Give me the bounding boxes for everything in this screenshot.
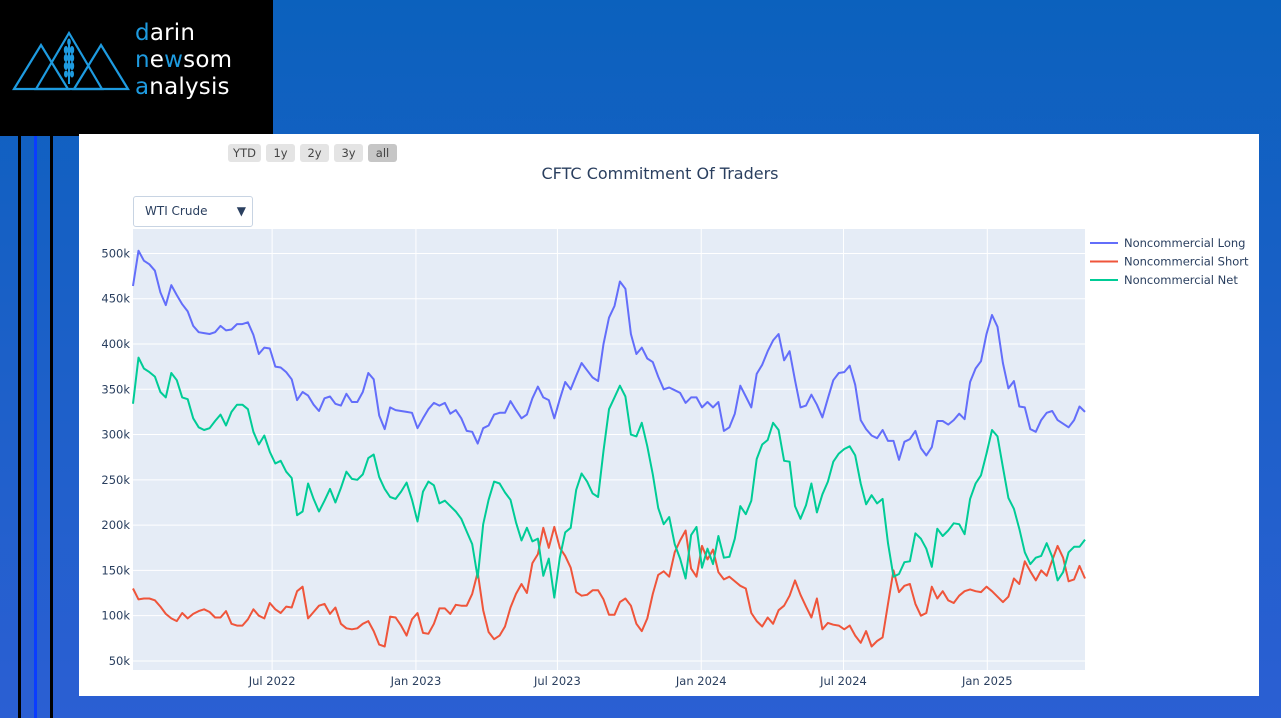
logo-letter: d (135, 20, 150, 46)
y-tick-label: 150k (101, 563, 130, 577)
y-tick-label: 250k (101, 473, 130, 487)
y-tick-label: 350k (101, 382, 130, 396)
chart-title: CFTC Commitment Of Traders (541, 164, 779, 183)
x-tick-label: Jan 2025 (961, 674, 1013, 688)
x-tick-label: Jan 2023 (390, 674, 442, 688)
decorative-bar (50, 136, 53, 718)
range-button-all[interactable]: all (368, 144, 397, 162)
range-button-1y[interactable]: 1y (266, 144, 295, 162)
triangle-down-icon: ▼ (236, 204, 246, 218)
series-line-noncommercial-long (132, 249, 1086, 461)
logo-letter: a (135, 74, 150, 100)
plot-background (133, 229, 1085, 670)
range-button-3y[interactable]: 3y (334, 144, 363, 162)
decorative-bar (34, 136, 37, 718)
y-tick-label: 300k (101, 428, 130, 442)
x-tick-label: Jul 2024 (819, 674, 867, 688)
logo-text: arin (149, 20, 196, 46)
logo-text: e (149, 47, 165, 73)
logo-text: nalysis (149, 74, 230, 100)
legend-item: Noncommercial Long (1124, 236, 1246, 250)
range-button-2y[interactable]: 2y (300, 144, 329, 162)
logo-letter: n (135, 47, 150, 73)
series-line-noncommercial-short (132, 525, 1086, 648)
decorative-bar (18, 136, 21, 718)
y-tick-label: 450k (101, 292, 130, 306)
y-tick-label: 400k (101, 337, 130, 351)
mountains-wheat-icon (12, 30, 130, 91)
logo-text: som (183, 47, 233, 73)
x-tick-label: Jan 2024 (675, 674, 727, 688)
x-tick-label: Jul 2022 (248, 674, 296, 688)
x-tick-label: Jul 2023 (533, 674, 581, 688)
legend-item: Noncommercial Short (1124, 255, 1249, 269)
y-tick-label: 200k (101, 518, 130, 532)
series-line-noncommercial-net (132, 356, 1086, 599)
logo-letter: w (164, 47, 184, 73)
commodity-dropdown[interactable]: WTI Crude ▼ (133, 196, 253, 227)
y-tick-label: 50k (109, 654, 131, 668)
y-tick-label: 100k (101, 609, 130, 623)
legend-item: Noncommercial Net (1124, 273, 1238, 287)
logo-wordmark: darin newsom analysis (135, 20, 232, 101)
dropdown-selected: WTI Crude (145, 204, 208, 218)
y-tick-label: 500k (101, 246, 130, 260)
range-button-ytd[interactable]: YTD (228, 144, 261, 162)
logo: darin newsom analysis (0, 0, 273, 136)
